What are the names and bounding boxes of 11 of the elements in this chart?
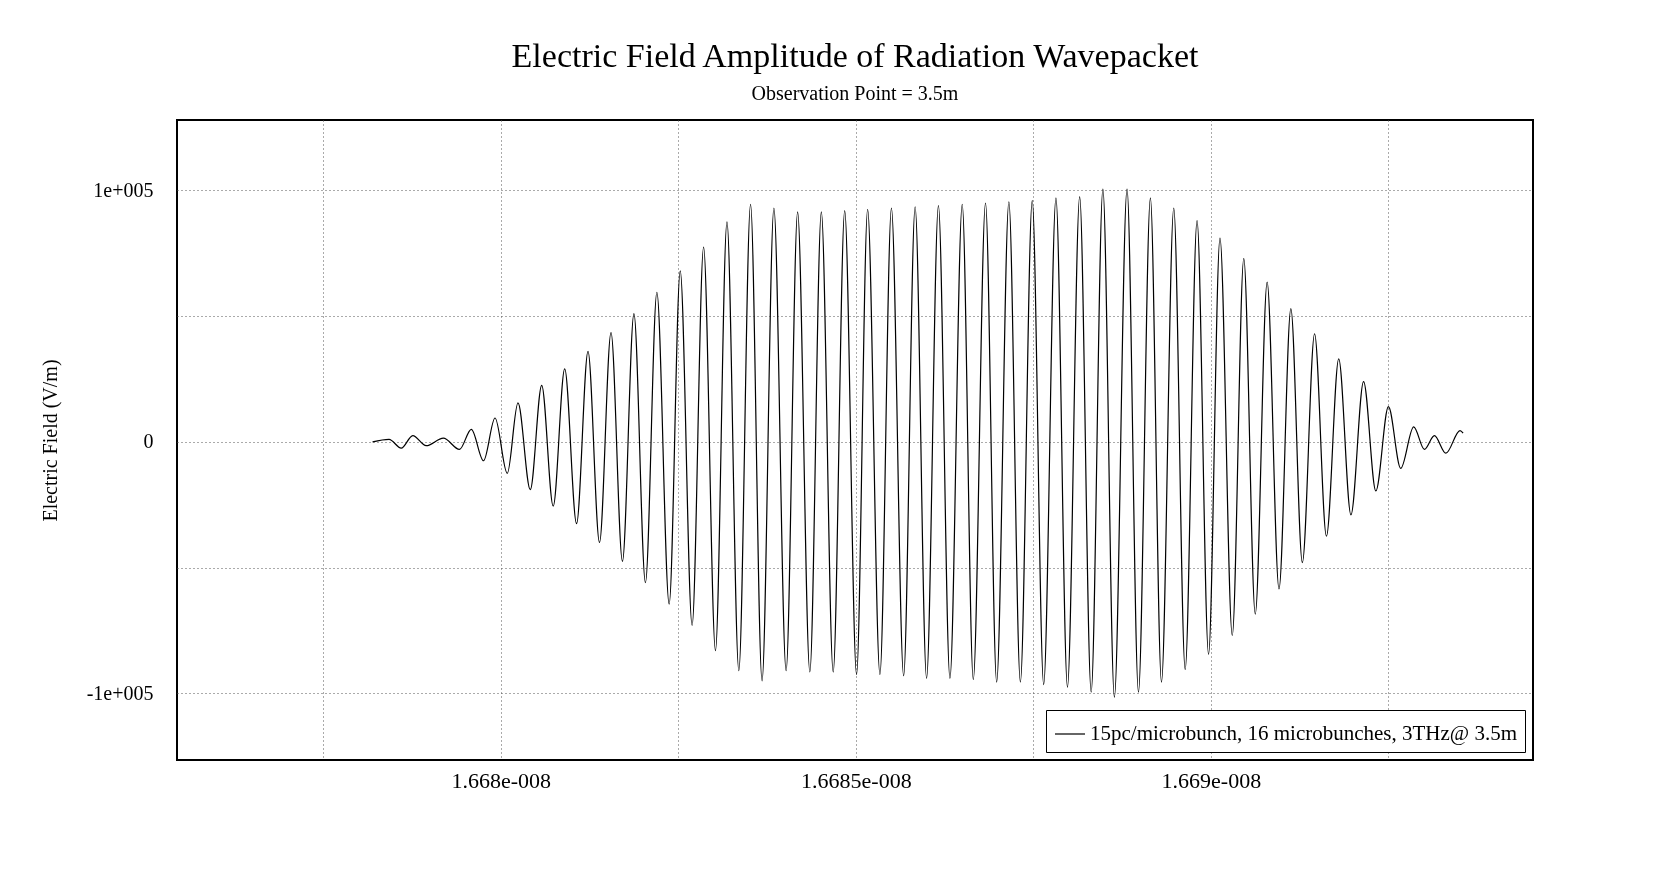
line-series [371,188,1464,698]
chart-title: Electric Field Amplitude of Radiation Wavepacket [511,37,1199,74]
y-tick-label: -1e+005 [86,681,154,704]
x-tick-label: 1.669e-008 [1161,767,1262,793]
x-tick-label: 1.668e-008 [451,767,552,793]
y-tick-label: 0 [143,430,154,453]
y-axis-title: Electric Field (V/m) [38,359,62,522]
y-tick-label: 1e+005 [93,178,154,201]
x-tick-label: 1.6685e-008 [801,767,912,793]
chart-subtitle: Observation Point = 3.5m [751,82,959,104]
legend-label: 15pc/microbunch, 16 microbunches, 3THz@ 3.5m [1090,721,1517,745]
